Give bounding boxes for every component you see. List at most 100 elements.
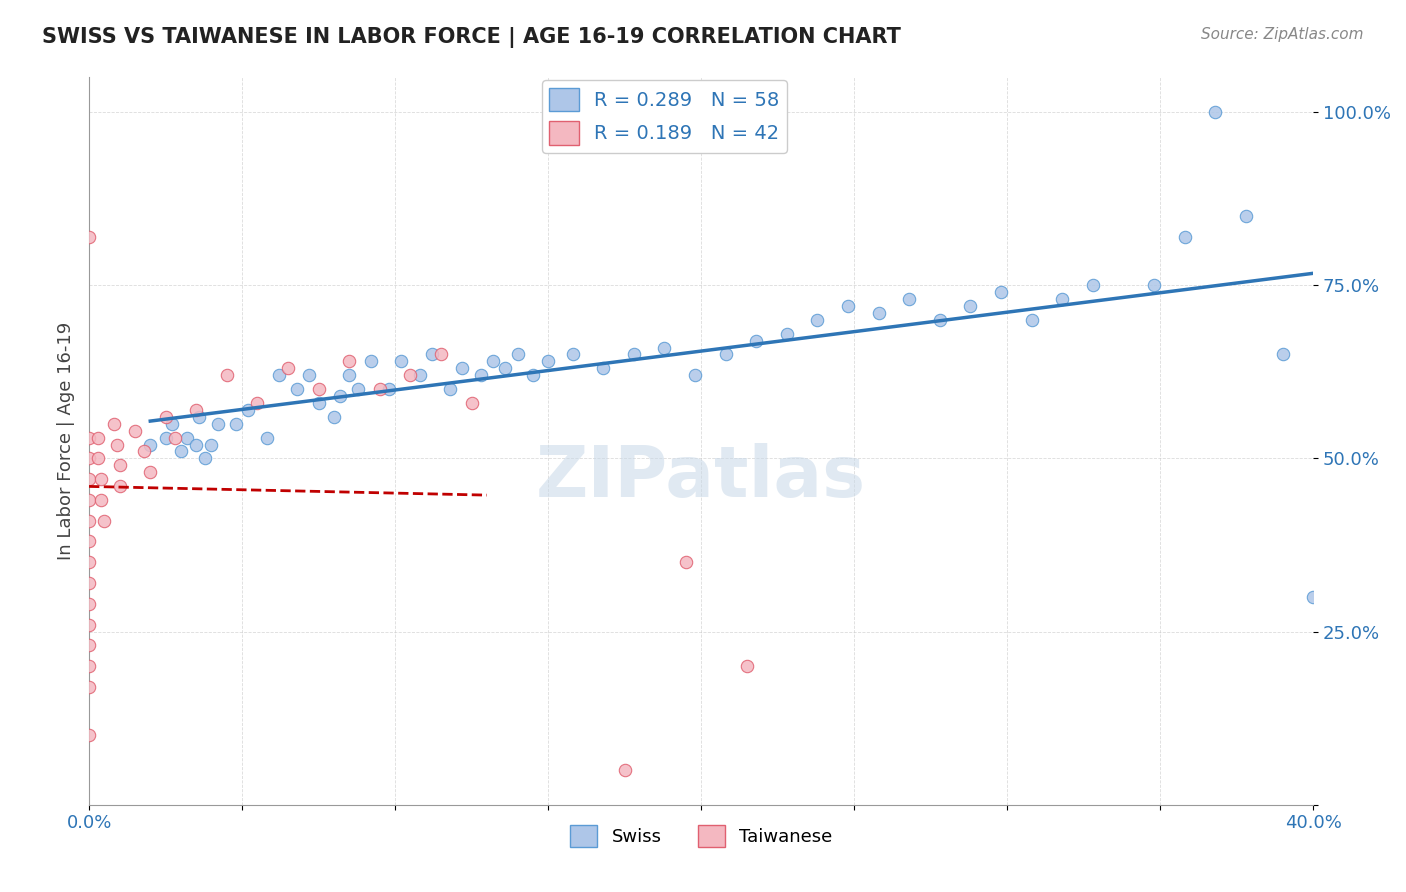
Point xyxy=(623,347,645,361)
Point xyxy=(77,555,100,569)
Point xyxy=(1174,229,1197,244)
Point xyxy=(378,382,401,396)
Point xyxy=(246,396,269,410)
Point xyxy=(928,313,950,327)
Point xyxy=(77,617,100,632)
Point xyxy=(77,472,100,486)
Point xyxy=(776,326,799,341)
Point xyxy=(368,382,391,396)
Point xyxy=(714,347,737,361)
Point xyxy=(124,424,146,438)
Legend: R = 0.289   N = 58, R = 0.189   N = 42: R = 0.289 N = 58, R = 0.189 N = 42 xyxy=(541,80,787,153)
Point xyxy=(298,368,321,383)
Point xyxy=(134,444,156,458)
Point xyxy=(522,368,544,383)
Point xyxy=(745,334,768,348)
Point xyxy=(155,409,177,424)
Point xyxy=(460,396,482,410)
Point xyxy=(308,382,330,396)
Point xyxy=(308,396,330,410)
Point xyxy=(77,492,100,507)
Point xyxy=(592,361,614,376)
Point xyxy=(1204,105,1226,120)
Point xyxy=(108,458,131,473)
Point xyxy=(482,354,505,368)
Point xyxy=(470,368,492,383)
Point xyxy=(77,659,100,673)
Point xyxy=(77,597,100,611)
Point xyxy=(267,368,290,383)
Point xyxy=(347,382,370,396)
Point xyxy=(163,431,186,445)
Point xyxy=(683,368,706,383)
Text: Source: ZipAtlas.com: Source: ZipAtlas.com xyxy=(1201,27,1364,42)
Point xyxy=(77,451,100,466)
Point xyxy=(1234,209,1257,223)
Point xyxy=(188,409,211,424)
Point xyxy=(285,382,308,396)
Point xyxy=(1081,278,1104,293)
Point xyxy=(186,437,208,451)
Text: SWISS VS TAIWANESE IN LABOR FORCE | AGE 16-19 CORRELATION CHART: SWISS VS TAIWANESE IN LABOR FORCE | AGE … xyxy=(42,27,901,48)
Point xyxy=(1021,313,1043,327)
Point xyxy=(225,417,247,431)
Point xyxy=(990,285,1012,300)
Point xyxy=(207,417,229,431)
Point xyxy=(238,403,260,417)
Point xyxy=(959,299,981,313)
Point xyxy=(408,368,430,383)
Point xyxy=(77,534,100,549)
Point xyxy=(430,347,453,361)
Point xyxy=(494,361,516,376)
Point xyxy=(337,354,360,368)
Point xyxy=(806,313,828,327)
Point xyxy=(389,354,412,368)
Point xyxy=(537,354,560,368)
Point xyxy=(399,368,422,383)
Point xyxy=(87,431,110,445)
Point xyxy=(186,403,208,417)
Point xyxy=(77,514,100,528)
Point xyxy=(322,409,344,424)
Point xyxy=(898,292,921,306)
Point xyxy=(200,437,222,451)
Point xyxy=(451,361,474,376)
Point xyxy=(420,347,443,361)
Point xyxy=(735,659,758,673)
Point xyxy=(194,451,217,466)
Point xyxy=(868,306,890,320)
Point xyxy=(87,451,110,466)
Point xyxy=(1052,292,1074,306)
Point xyxy=(215,368,238,383)
Point xyxy=(837,299,859,313)
Point xyxy=(1302,590,1324,604)
Point xyxy=(360,354,382,368)
Point xyxy=(675,555,697,569)
Point xyxy=(77,431,100,445)
Point xyxy=(77,229,100,244)
Point xyxy=(439,382,461,396)
Point xyxy=(155,431,177,445)
Point xyxy=(77,576,100,591)
Text: ZIPatlas: ZIPatlas xyxy=(536,443,866,512)
Point xyxy=(176,431,198,445)
Point xyxy=(654,341,676,355)
Point xyxy=(160,417,183,431)
Point xyxy=(90,472,112,486)
Point xyxy=(139,437,162,451)
Point xyxy=(105,437,128,451)
Point xyxy=(329,389,352,403)
Point xyxy=(139,465,162,479)
Point xyxy=(77,639,100,653)
Y-axis label: In Labor Force | Age 16-19: In Labor Force | Age 16-19 xyxy=(58,322,75,560)
Point xyxy=(77,680,100,694)
Point xyxy=(256,431,278,445)
Point xyxy=(1143,278,1166,293)
Point xyxy=(337,368,360,383)
Point xyxy=(613,763,636,777)
Point xyxy=(108,479,131,493)
Point xyxy=(277,361,299,376)
Point xyxy=(561,347,583,361)
Point xyxy=(170,444,193,458)
Point xyxy=(1271,347,1294,361)
